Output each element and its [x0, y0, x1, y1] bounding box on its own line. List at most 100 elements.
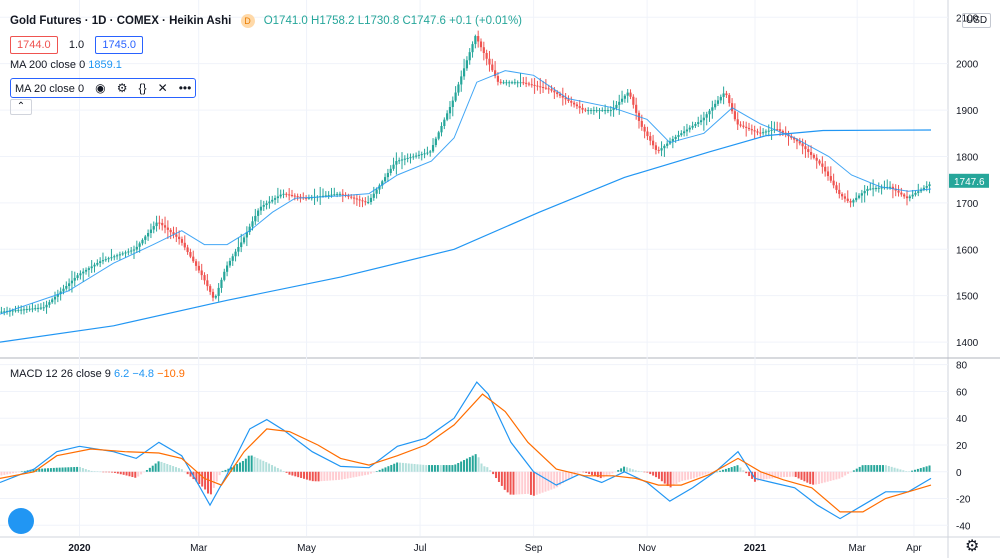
macd-histogram-bar: [486, 467, 489, 472]
quantity-value[interactable]: 1.0: [68, 39, 85, 51]
macd-histogram-bar: [637, 470, 640, 472]
candle-body: [115, 255, 119, 257]
macd-legend[interactable]: MACD 12 26 close 9 6.2 −4.8 −10.9: [10, 368, 185, 380]
candle-body: [812, 154, 815, 158]
gear-icon[interactable]: ⚙: [965, 538, 980, 555]
macd-histogram-bar: [396, 462, 399, 472]
candle-body: [166, 227, 169, 230]
candle-body: [409, 157, 412, 159]
macd-histogram-bar: [335, 471, 338, 481]
tradingview-logo-icon[interactable]: [8, 508, 34, 534]
candle-body: [304, 197, 308, 199]
macd-histogram-bar: [6, 471, 9, 475]
candle-body: [11, 310, 14, 312]
macd-histogram-bar: [678, 471, 681, 483]
candle-body: [874, 188, 878, 190]
macd-histogram-bar: [271, 465, 274, 472]
macd-histogram-bar: [468, 457, 471, 472]
macd-histogram-bar: [835, 471, 838, 480]
macd-histogram-bar: [291, 471, 294, 476]
macd-tick-label: 0: [956, 468, 962, 479]
symbol-title[interactable]: Gold Futures · 1D · COMEX · Heikin Ashi: [10, 15, 232, 28]
candle-body: [776, 129, 779, 131]
candle-body: [220, 279, 223, 288]
candle-body: [807, 149, 810, 153]
candle-body: [56, 294, 59, 297]
macd-histogram-bar: [585, 471, 588, 473]
ma200-legend[interactable]: MA 200 close 0 1859.1: [10, 59, 122, 71]
candle-body: [101, 260, 105, 262]
macd-histogram-bar: [375, 471, 378, 472]
macd-histogram-bar: [221, 470, 224, 472]
price-tick-label: 1600: [956, 245, 979, 256]
macd-histogram-bar: [256, 458, 259, 472]
candle-body: [355, 198, 358, 200]
macd-histogram-bar: [303, 471, 306, 479]
trade-panel: 1744.0 1.0 1745.0: [10, 36, 144, 54]
symbol-legend: Gold Futures · 1D · COMEX · Heikin Ashi …: [10, 14, 522, 28]
candle-body: [536, 85, 539, 87]
macd-histogram-bar: [762, 471, 765, 480]
macd-histogram-bar: [343, 471, 346, 480]
macd-histogram-bar: [727, 467, 730, 472]
macd-histogram-bar: [582, 471, 585, 473]
ma20-legend[interactable]: MA 20 close 0 ◉ ⚙ {} ✕ •••: [10, 78, 197, 98]
macd-histogram-bar: [419, 464, 422, 472]
macd-histogram-bar: [3, 471, 6, 475]
candle-body: [635, 104, 638, 113]
candle-body: [262, 205, 265, 207]
candle-body: [420, 154, 423, 156]
time-tick-label: Sep: [525, 543, 543, 554]
sell-button[interactable]: 1744.0: [10, 36, 58, 54]
candle-body: [257, 210, 260, 216]
candle-body: [25, 309, 28, 311]
buy-button[interactable]: 1745.0: [95, 36, 144, 54]
candle-body: [767, 130, 770, 132]
currency-button[interactable]: USD: [962, 13, 992, 28]
macd-histogram-bar: [81, 468, 84, 472]
eye-icon[interactable]: ◉: [95, 81, 106, 95]
candle-body: [640, 120, 643, 127]
macd-histogram-bar: [87, 470, 90, 472]
candle-body: [352, 197, 356, 199]
candle-body: [821, 163, 824, 167]
candle-body: [76, 275, 79, 278]
candle-body: [175, 234, 178, 237]
candle-body: [795, 139, 799, 142]
candle-body: [324, 195, 327, 197]
candle-body: [31, 308, 34, 310]
macd-histogram-bar: [131, 471, 134, 478]
macd-histogram-bar: [550, 471, 553, 490]
macd-histogram-bar: [401, 462, 404, 472]
candle-body: [852, 200, 855, 203]
braces-icon[interactable]: {}: [138, 81, 147, 95]
candle-body: [330, 194, 333, 196]
candle-body: [671, 138, 674, 142]
ma200-label: MA 200 close 0: [10, 59, 86, 71]
macd-histogram-bar: [774, 471, 777, 479]
macd-tick-label: 60: [956, 387, 968, 398]
macd-histogram-bar: [884, 465, 887, 472]
candle-body: [242, 237, 246, 243]
chevron-up-icon[interactable]: ⌃: [10, 99, 32, 115]
candle-body: [646, 131, 649, 137]
candle-body: [750, 129, 753, 131]
macd-histogram-bar: [308, 471, 311, 481]
macd-histogram-bar: [631, 469, 634, 472]
candle-body: [406, 157, 409, 159]
macd-histogram-bar: [384, 467, 387, 472]
macd-histogram-bar: [710, 471, 713, 473]
candle-body: [211, 291, 215, 298]
settings-icon[interactable]: ⚙: [116, 81, 128, 95]
candle-body: [623, 95, 626, 99]
candle-body: [474, 36, 477, 45]
candle-body: [437, 132, 440, 139]
macd-histogram-bar: [169, 465, 172, 472]
signal-line: [0, 393, 932, 513]
macd-histogram-bar: [276, 468, 279, 472]
candle-body: [124, 252, 127, 254]
candle-body: [59, 291, 62, 295]
more-icon[interactable]: •••: [178, 81, 192, 95]
close-icon[interactable]: ✕: [157, 81, 168, 95]
